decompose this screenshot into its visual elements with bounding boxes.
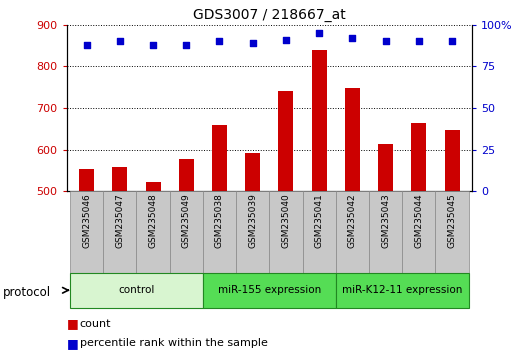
Text: GSM235048: GSM235048 bbox=[149, 194, 157, 249]
Text: miR-K12-11 expression: miR-K12-11 expression bbox=[342, 285, 462, 295]
Text: count: count bbox=[80, 319, 111, 329]
Bar bbox=[269, 191, 303, 273]
Text: GSM235038: GSM235038 bbox=[215, 194, 224, 249]
Text: GSM235039: GSM235039 bbox=[248, 194, 257, 249]
Bar bbox=[345, 88, 360, 191]
Point bbox=[215, 39, 224, 44]
Bar bbox=[411, 122, 426, 191]
Point bbox=[282, 37, 290, 42]
Text: GSM235043: GSM235043 bbox=[381, 194, 390, 249]
Text: GSM235047: GSM235047 bbox=[115, 194, 124, 249]
Bar bbox=[336, 273, 469, 308]
Bar bbox=[112, 167, 127, 191]
Text: protocol: protocol bbox=[3, 286, 51, 298]
Point bbox=[83, 42, 91, 47]
Point bbox=[315, 30, 323, 36]
Point bbox=[415, 39, 423, 44]
Text: GSM235046: GSM235046 bbox=[82, 194, 91, 249]
Text: ■: ■ bbox=[67, 337, 78, 350]
Bar bbox=[70, 191, 103, 273]
Point bbox=[348, 35, 357, 41]
Bar bbox=[336, 191, 369, 273]
Point bbox=[249, 40, 257, 46]
Bar bbox=[303, 191, 336, 273]
Bar bbox=[103, 191, 136, 273]
Bar bbox=[402, 191, 436, 273]
Bar bbox=[312, 50, 327, 191]
Bar bbox=[203, 191, 236, 273]
Bar bbox=[369, 191, 402, 273]
Point bbox=[448, 39, 456, 44]
Bar bbox=[136, 191, 170, 273]
Bar bbox=[203, 273, 336, 308]
Bar bbox=[70, 273, 203, 308]
Bar bbox=[245, 153, 260, 191]
Text: GSM235045: GSM235045 bbox=[447, 194, 457, 249]
Text: GSM235042: GSM235042 bbox=[348, 194, 357, 248]
Bar bbox=[179, 159, 194, 191]
Bar bbox=[170, 191, 203, 273]
Bar bbox=[279, 91, 293, 191]
Text: control: control bbox=[119, 285, 154, 295]
Bar bbox=[146, 182, 161, 191]
Point bbox=[382, 39, 390, 44]
Text: ■: ■ bbox=[67, 318, 78, 330]
Text: GSM235041: GSM235041 bbox=[314, 194, 324, 249]
Bar bbox=[79, 169, 94, 191]
Text: miR-155 expression: miR-155 expression bbox=[218, 285, 321, 295]
Bar bbox=[212, 125, 227, 191]
Bar bbox=[436, 191, 469, 273]
Point bbox=[116, 39, 124, 44]
Bar bbox=[445, 130, 460, 191]
Text: GSM235044: GSM235044 bbox=[415, 194, 423, 248]
Title: GDS3007 / 218667_at: GDS3007 / 218667_at bbox=[193, 8, 346, 22]
Bar bbox=[236, 191, 269, 273]
Point bbox=[182, 42, 190, 47]
Text: GSM235049: GSM235049 bbox=[182, 194, 191, 249]
Point bbox=[149, 42, 157, 47]
Text: GSM235040: GSM235040 bbox=[282, 194, 290, 249]
Text: percentile rank within the sample: percentile rank within the sample bbox=[80, 338, 267, 348]
Bar bbox=[378, 144, 393, 191]
